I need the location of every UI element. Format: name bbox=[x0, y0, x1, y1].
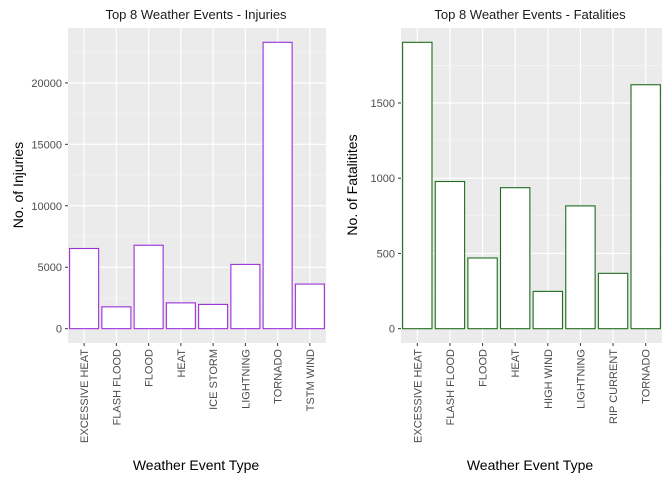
injuries-bar bbox=[230, 263, 261, 330]
fatalities-x-tick-label: RIP CURRENT bbox=[608, 349, 620, 424]
fatalities-y-tick-label: 1500 bbox=[371, 98, 395, 110]
injuries-bar bbox=[294, 283, 325, 330]
injuries-y-axis-title: No. of Injuries bbox=[10, 142, 26, 228]
fatalities-x-tick-label: TORNADO bbox=[641, 349, 653, 404]
fatalities-bar bbox=[402, 41, 433, 330]
injuries-x-tick-label: FLOOD bbox=[144, 349, 156, 387]
injuries-x-tick-label: FLASH FLOOD bbox=[111, 349, 123, 425]
injuries-bar bbox=[101, 306, 132, 330]
fatalities-x-tick-label: FLASH FLOOD bbox=[445, 349, 457, 425]
injuries-y-tick-label: 5000 bbox=[38, 262, 62, 274]
fatalities-x-axis-title: Weather Event Type bbox=[467, 457, 594, 473]
injuries-x-tick-label: LIGHTNING bbox=[240, 349, 252, 409]
fatalities-bar bbox=[565, 205, 596, 330]
injuries-x-tick-label: ICE STORM bbox=[208, 349, 220, 410]
injuries-y-tick-label: 0 bbox=[56, 324, 62, 336]
injuries-x-tick-label: HEAT bbox=[176, 349, 188, 378]
injuries-chart: Top 8 Weather Events - Injuries Weather … bbox=[10, 7, 326, 473]
fatalities-y-axis-title: No. of Fatalitites bbox=[344, 134, 360, 235]
injuries-bar bbox=[133, 244, 164, 330]
injuries-bar bbox=[165, 302, 196, 330]
fatalities-bar bbox=[499, 187, 531, 330]
fatalities-bar bbox=[467, 257, 498, 330]
injuries-x-tick-label: EXCESSIVE HEAT bbox=[79, 349, 91, 443]
injuries-chart-title: Top 8 Weather Events - Injuries bbox=[105, 7, 287, 22]
fatalities-bar bbox=[532, 290, 564, 330]
injuries-x-tick-label: TSTM WIND bbox=[305, 349, 317, 411]
injuries-y-tick-label: 10000 bbox=[31, 201, 62, 213]
fatalities-x-tick-label: LIGHTNING bbox=[575, 349, 587, 409]
injuries-y-tick-label: 20000 bbox=[31, 78, 62, 90]
injuries-bar bbox=[262, 41, 293, 330]
fatalities-x-tick-label: EXCESSIVE HEAT bbox=[412, 349, 424, 443]
injuries-bar bbox=[69, 247, 100, 330]
injuries-bar bbox=[198, 303, 229, 330]
injuries-x-tick-label: TORNADO bbox=[273, 349, 285, 404]
fatalities-x-tick-label: HEAT bbox=[510, 349, 522, 378]
injuries-x-axis-title: Weather Event Type bbox=[133, 457, 260, 473]
fatalities-y-tick-label: 1000 bbox=[371, 173, 395, 185]
fatalities-y-tick-label: 0 bbox=[389, 324, 395, 336]
fatalities-chart-title: Top 8 Weather Events - Fatalities bbox=[434, 7, 626, 22]
fatalities-x-tick-label: HIGH WIND bbox=[543, 349, 555, 409]
fatalities-x-tick-label: FLOOD bbox=[478, 349, 490, 387]
fatalities-y-tick-label: 500 bbox=[377, 248, 395, 260]
fatalities-bar bbox=[597, 272, 629, 330]
fatalities-chart: Top 8 Weather Events - Fatalities Weathe… bbox=[344, 7, 662, 473]
fatalities-bar bbox=[434, 180, 466, 330]
injuries-y-tick-label: 15000 bbox=[31, 139, 62, 151]
fatalities-bar bbox=[630, 84, 661, 330]
